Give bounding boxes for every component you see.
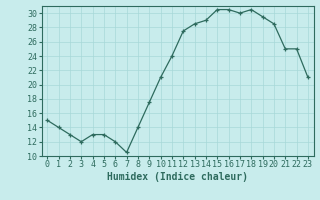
X-axis label: Humidex (Indice chaleur): Humidex (Indice chaleur): [107, 172, 248, 182]
